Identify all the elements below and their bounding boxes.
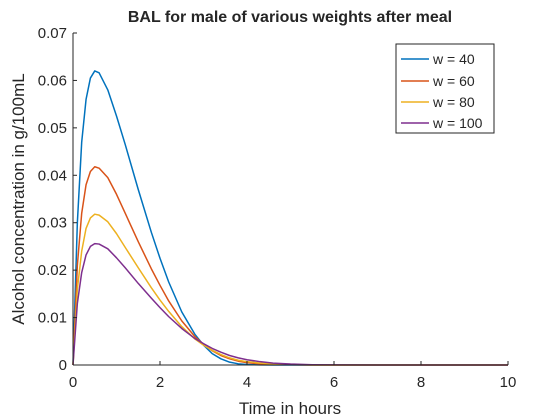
x-tick-label: 10 (500, 374, 517, 391)
y-tick-label: 0.05 (38, 120, 67, 137)
x-tick-label: 0 (69, 374, 77, 391)
y-tick-label: 0.07 (38, 25, 67, 42)
x-tick-label: 8 (417, 374, 425, 391)
x-tick-label: 6 (330, 374, 338, 391)
legend-box (395, 43, 495, 134)
legend: w = 40 w = 60 w = 80 w = 100 (395, 43, 495, 134)
y-tick-label: 0 (59, 357, 67, 374)
y-axis-label: Alcohol concentration in g/100mL (9, 73, 28, 324)
legend-label-w80: w = 80 (432, 94, 475, 110)
legend-label-w40: w = 40 (432, 51, 475, 67)
x-tick-label: 4 (243, 374, 251, 391)
chart-title: BAL for male of various weights after me… (128, 9, 452, 26)
y-tick-label: 0.02 (38, 262, 67, 279)
y-tick-label: 0.03 (38, 215, 67, 232)
y-tick-label: 0.04 (38, 167, 67, 184)
y-tick-label: 0.01 (38, 310, 67, 327)
legend-label-w60: w = 60 (432, 73, 475, 89)
x-ticks-layer: 0 2 4 6 8 10 (69, 361, 517, 391)
x-tick-label: 2 (156, 374, 164, 391)
y-ticks-layer: 0 0.01 0.02 0.03 0.04 0.05 0.06 0.07 (38, 25, 77, 374)
x-axis-label: Time in hours (239, 399, 341, 418)
legend-label-w100: w = 100 (432, 115, 483, 131)
axes-layer (72, 33, 508, 366)
y-tick-label: 0.06 (38, 72, 67, 89)
